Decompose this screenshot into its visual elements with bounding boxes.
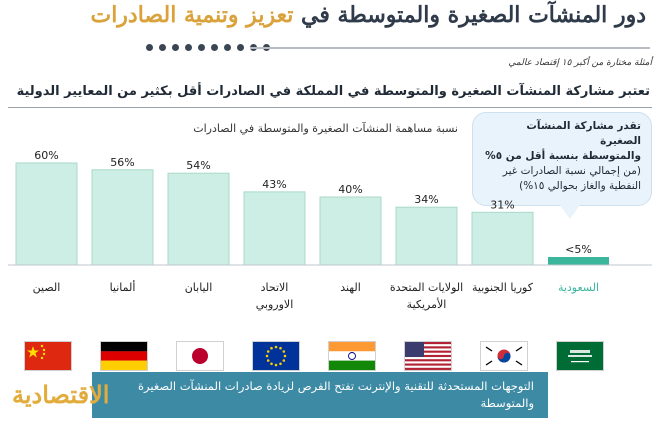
bar-0	[15, 162, 78, 266]
category-label-2: اليابان	[185, 281, 213, 294]
value-label-6: 31%	[490, 198, 514, 211]
value-label-7: <5%	[565, 243, 592, 256]
saudi-flag-icon	[555, 341, 604, 371]
japan-flag-icon	[175, 341, 224, 371]
page-title: دور المنشآت الصغيرة والمتوسطة في تعزيز و…	[46, 0, 646, 30]
eu-flag-icon	[251, 341, 300, 371]
callout-line3: (من إجمالي نسبة الصادرات غير	[502, 165, 641, 177]
category-label-3: الاتحاد الاوروبي	[256, 281, 294, 311]
category-label-7: السعودية	[558, 281, 599, 294]
title-part1: دور المنشآت الصغيرة والمتوسطة في	[301, 2, 646, 28]
south-korea-flag-icon	[479, 341, 528, 371]
bar-3	[243, 191, 306, 266]
bar-chart: 60% الصين 56% ألمانيا 54% اليابان 43% الاتحاد ال…	[8, 149, 652, 311]
india-flag-icon	[327, 341, 376, 371]
title-part2: تعزيز وتنمية الصادرات	[90, 2, 294, 28]
chart-y-label: نسبة مساهمة المنشآت الصغيرة والمتوسطة في…	[193, 122, 458, 135]
bar-7	[548, 257, 609, 265]
category-label-0: الصين	[33, 281, 61, 294]
callout-line4: النفطية والغاز بحوالي ١٥%)	[519, 180, 641, 192]
category-label-1: ألمانيا	[110, 280, 136, 294]
value-label-3: 43%	[262, 178, 286, 191]
value-label-0: 60%	[34, 149, 58, 162]
callout-box: تقدر مشاركة المنشآت الصغيرة والمتوسطة بن…	[472, 112, 652, 206]
china-flag-icon	[23, 341, 72, 371]
value-label-4: 40%	[338, 183, 362, 196]
headline-separator	[8, 107, 652, 108]
category-label-4: الهند	[340, 281, 361, 294]
category-label-6: كوريا الجنوبية	[472, 281, 534, 294]
value-label-1: 56%	[110, 156, 134, 169]
bar-5	[395, 206, 458, 266]
bottom-banner: التوجهات المستحدثة للتقنية والإنترنت تفت…	[92, 372, 548, 418]
germany-flag-icon	[99, 341, 148, 371]
publisher-logo: الاقتصادية	[12, 380, 110, 409]
value-label-5: 34%	[414, 193, 438, 206]
title-rule	[250, 47, 650, 49]
bar-6	[471, 211, 534, 266]
callout-line2: والمتوسطة بنسبة أقل من ٥%	[485, 150, 641, 162]
value-label-2: 54%	[186, 159, 210, 172]
callout-tail	[560, 205, 580, 219]
bar-4	[319, 196, 382, 266]
callout-line1: تقدر مشاركة المنشآت الصغيرة	[526, 120, 641, 147]
headline: تعتبر مشاركة المنشآت الصغيرة والمتوسطة ف…	[16, 84, 650, 99]
bar-2	[167, 172, 230, 266]
bar-1	[91, 169, 154, 266]
source-note: أمثلة مختارة من أكبر ١٥ إقتصاد عالمي	[508, 58, 652, 68]
usa-flag-icon	[403, 341, 452, 371]
category-label-5: الولايات المتحدة الأمريكية	[390, 281, 463, 311]
